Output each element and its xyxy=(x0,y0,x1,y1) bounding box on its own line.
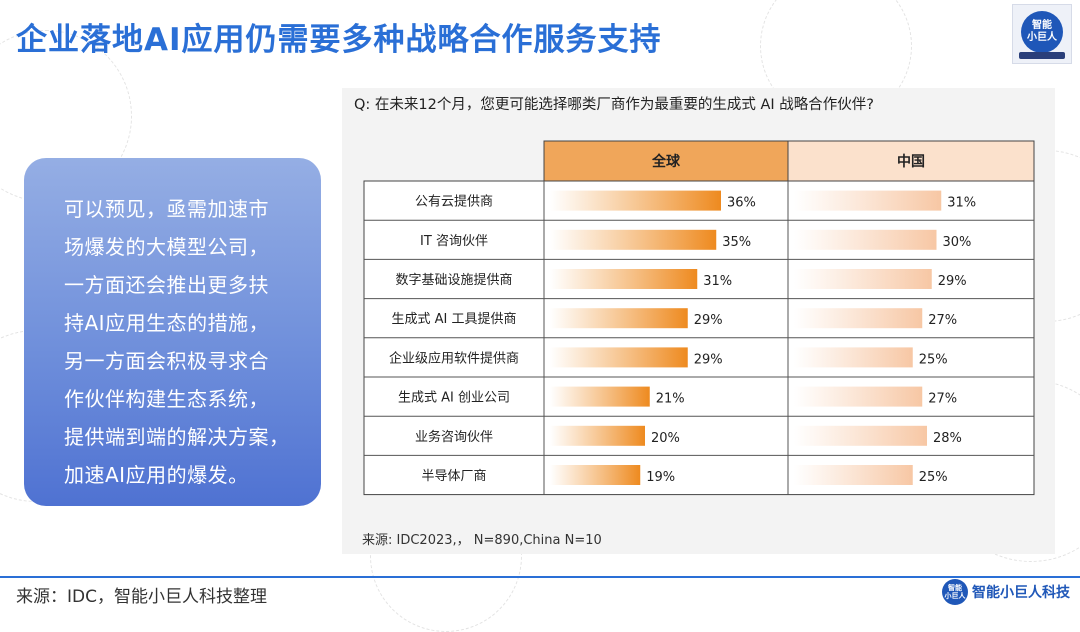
bar-global xyxy=(550,347,688,368)
category-label: 企业级应用软件提供商 xyxy=(389,350,519,366)
page-title: 企业落地AI应用仍需要多种战略合作服务支持 xyxy=(16,22,662,58)
callout-line: 场爆发的大模型公司， xyxy=(64,235,269,259)
bar-global xyxy=(550,190,721,211)
legend-series-name: 中国 xyxy=(897,153,925,170)
data-label: 31% xyxy=(703,274,732,289)
callout-line: 提供端到端的解决方案， xyxy=(64,425,290,449)
data-label: 27% xyxy=(928,313,957,328)
data-label: 36% xyxy=(727,196,756,211)
data-label: 29% xyxy=(694,352,723,367)
data-label: 27% xyxy=(928,392,957,407)
footer-logo: 智能 小巨人 智能小巨人科技 xyxy=(942,578,1070,606)
category-label: 生成式 AI 工具提供商 xyxy=(392,311,517,327)
data-label: 29% xyxy=(938,274,967,289)
header-cell-global xyxy=(543,140,789,182)
footer-logo-line-2: 小巨人 xyxy=(944,592,966,600)
bar-global xyxy=(550,229,717,250)
data-label: 20% xyxy=(651,431,680,446)
callout-line: 持AI应用生态的措施， xyxy=(64,311,270,335)
footer-logo-line-1: 智能 xyxy=(948,584,962,592)
data-label: 21% xyxy=(656,392,685,407)
book-icon xyxy=(1019,52,1065,59)
insight-callout: 可以预见，亟需加速市 场爆发的大模型公司， 一方面还会推出更多扶 持AI应用生态… xyxy=(24,158,321,506)
logo-line-2: 小巨人 xyxy=(1027,32,1057,43)
category-label: 生成式 AI 创业公司 xyxy=(398,391,510,406)
bar-global xyxy=(550,386,650,407)
bar-china xyxy=(794,425,927,446)
chart-panel: 全球 中国公有云提供商 36% 31% IT 咨询伙伴 35% 30% 数字基础设施提供商 31… xyxy=(342,88,1055,554)
logo-line-1: 智能 xyxy=(1032,20,1052,31)
chart-question: Q: 在未来12个月，您更可能选择哪类厂商作为最重要的生成式 AI 战略合作伙伴… xyxy=(354,97,874,113)
chart-source: 来源: IDC2023,， N=890,China N=10 xyxy=(362,533,602,548)
bar-global xyxy=(550,308,688,329)
data-label: 19% xyxy=(646,470,675,485)
category-label: 业务咨询伙伴 xyxy=(415,429,493,445)
bar-global xyxy=(550,425,645,446)
data-label: 29% xyxy=(694,313,723,328)
category-label: 数字基础设施提供商 xyxy=(395,272,512,288)
callout-line: 加速AI应用的爆发。 xyxy=(64,463,249,487)
callout-line: 可以预见，亟需加速市 xyxy=(64,197,269,221)
bar-china xyxy=(794,347,913,368)
bar-china xyxy=(794,229,937,250)
brand-logo: 智能 小巨人 xyxy=(1012,4,1072,64)
data-label: 25% xyxy=(919,352,948,367)
data-label: 35% xyxy=(722,235,751,250)
category-label: 公有云提供商 xyxy=(415,194,493,210)
data-label: 31% xyxy=(947,196,976,211)
bar-china xyxy=(794,386,923,407)
callout-line: 另一方面会积极寻求合 xyxy=(64,349,269,373)
bar-china xyxy=(794,269,932,289)
footer-divider xyxy=(0,576,1080,578)
callout-line: 一方面还会推出更多扶 xyxy=(64,273,269,297)
category-label: IT 咨询伙伴 xyxy=(420,234,488,249)
callout-line: 作伙伴构建生态系统， xyxy=(64,387,269,411)
data-label: 30% xyxy=(943,235,972,250)
callout-text: 可以预见，亟需加速市 场爆发的大模型公司， 一方面还会推出更多扶 持AI应用生态… xyxy=(64,190,299,494)
bar-global xyxy=(550,269,698,289)
footer-logo-badge: 智能 小巨人 xyxy=(942,579,968,605)
logo-badge: 智能 小巨人 xyxy=(1021,11,1063,53)
footer-logo-text: 智能小巨人科技 xyxy=(972,585,1070,601)
bar-global xyxy=(550,465,641,485)
category-label: 半导体厂商 xyxy=(421,469,486,484)
bar-china xyxy=(794,465,913,485)
bar-china xyxy=(794,190,942,211)
data-label: 25% xyxy=(919,470,948,485)
footer-source: 来源：IDC，智能小巨人科技整理 xyxy=(16,587,267,607)
header-cell-china xyxy=(787,140,1035,182)
data-label: 28% xyxy=(933,431,962,446)
legend-series-name: 全球 xyxy=(651,153,681,170)
bar-china xyxy=(794,308,923,329)
